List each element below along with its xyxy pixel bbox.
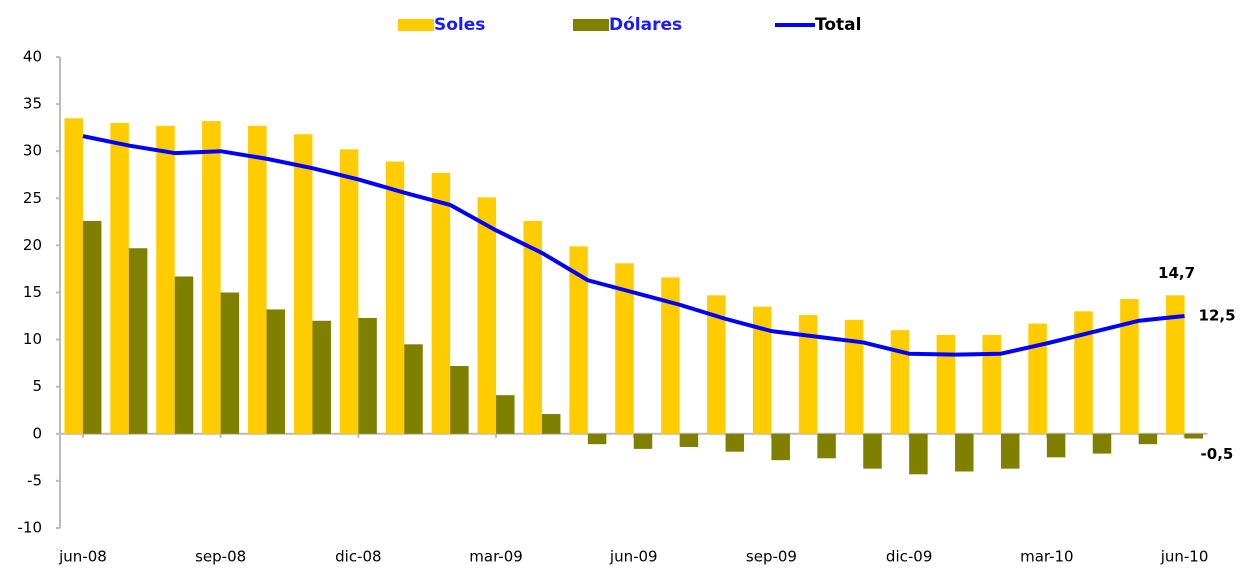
- y-tick-label: 40: [23, 48, 42, 66]
- bar: [312, 320, 331, 434]
- bar: [1184, 433, 1204, 439]
- x-tick-label: sep-08: [195, 548, 246, 566]
- y-tick-label: 35: [23, 95, 42, 113]
- bar: [982, 334, 1001, 434]
- bar: [587, 433, 607, 445]
- bar: [936, 334, 956, 434]
- bar: [339, 149, 359, 434]
- x-tick-label: jun-09: [609, 548, 658, 566]
- bar: [385, 161, 405, 434]
- bar: [1120, 299, 1139, 434]
- legend-swatch: [573, 19, 609, 31]
- data-label: 14,7: [1158, 264, 1195, 282]
- bar: [220, 292, 240, 434]
- y-tick-label: 30: [23, 142, 42, 160]
- bar: [156, 125, 175, 434]
- y-tick-label: 0: [32, 424, 42, 442]
- bar: [863, 433, 882, 469]
- bar: [1046, 433, 1066, 458]
- x-tick-label: mar-09: [469, 548, 523, 566]
- x-tick-label: jun-10: [1160, 548, 1209, 566]
- bar: [844, 319, 864, 434]
- y-tick-label: 10: [23, 330, 42, 348]
- bar: [1138, 433, 1158, 445]
- bar: [909, 433, 928, 475]
- bar: [110, 122, 129, 434]
- bar: [1092, 433, 1112, 454]
- y-tick-label: -10: [18, 519, 43, 537]
- bar: [955, 433, 974, 472]
- legend-label: Soles: [434, 15, 485, 35]
- bar: [358, 317, 377, 434]
- bar: [1000, 433, 1020, 469]
- x-tick-label: dic-08: [335, 548, 381, 566]
- bar: [523, 220, 542, 434]
- bar: [431, 172, 451, 434]
- bar: [266, 309, 286, 434]
- bar: [541, 414, 561, 434]
- legend-swatch: [398, 19, 434, 31]
- bar: [248, 125, 267, 434]
- bar: [1166, 295, 1185, 434]
- bar: [1028, 323, 1047, 434]
- legend-label: Total: [815, 15, 861, 35]
- bar: [496, 395, 515, 434]
- y-tick-label: 20: [23, 236, 42, 254]
- y-tick-label: 5: [32, 377, 42, 395]
- bar: [82, 220, 102, 434]
- bar: [679, 433, 699, 447]
- bar: [798, 315, 818, 434]
- bar: [1074, 311, 1093, 434]
- y-tick-label: 25: [23, 189, 42, 207]
- bar: [725, 433, 745, 452]
- bar: [661, 277, 680, 434]
- x-tick-label: mar-10: [1020, 548, 1074, 566]
- bar: [615, 263, 634, 434]
- legend-label: Dólares: [609, 15, 682, 35]
- y-tick-label: -5: [27, 471, 42, 489]
- x-tick-label: sep-09: [746, 548, 797, 566]
- bar: [890, 330, 910, 434]
- data-label: -0,5: [1201, 445, 1234, 463]
- x-tick-label: dic-09: [886, 548, 932, 566]
- bar: [477, 197, 497, 434]
- data-label: 12,5: [1199, 307, 1236, 325]
- line: [82, 134, 1185, 357]
- bar: [202, 121, 221, 434]
- bar: [771, 433, 790, 461]
- bar: [293, 134, 313, 434]
- bar: [633, 433, 653, 449]
- bar: [128, 248, 148, 434]
- bar: [450, 365, 469, 434]
- bar: [817, 433, 836, 459]
- bar: [707, 295, 726, 434]
- x-tick-label: jun-08: [58, 548, 107, 566]
- y-tick-label: 15: [23, 283, 42, 301]
- bar: [404, 344, 423, 434]
- bar: [64, 118, 83, 434]
- bar: [752, 306, 772, 434]
- bar: [174, 276, 194, 434]
- bar: [569, 246, 588, 434]
